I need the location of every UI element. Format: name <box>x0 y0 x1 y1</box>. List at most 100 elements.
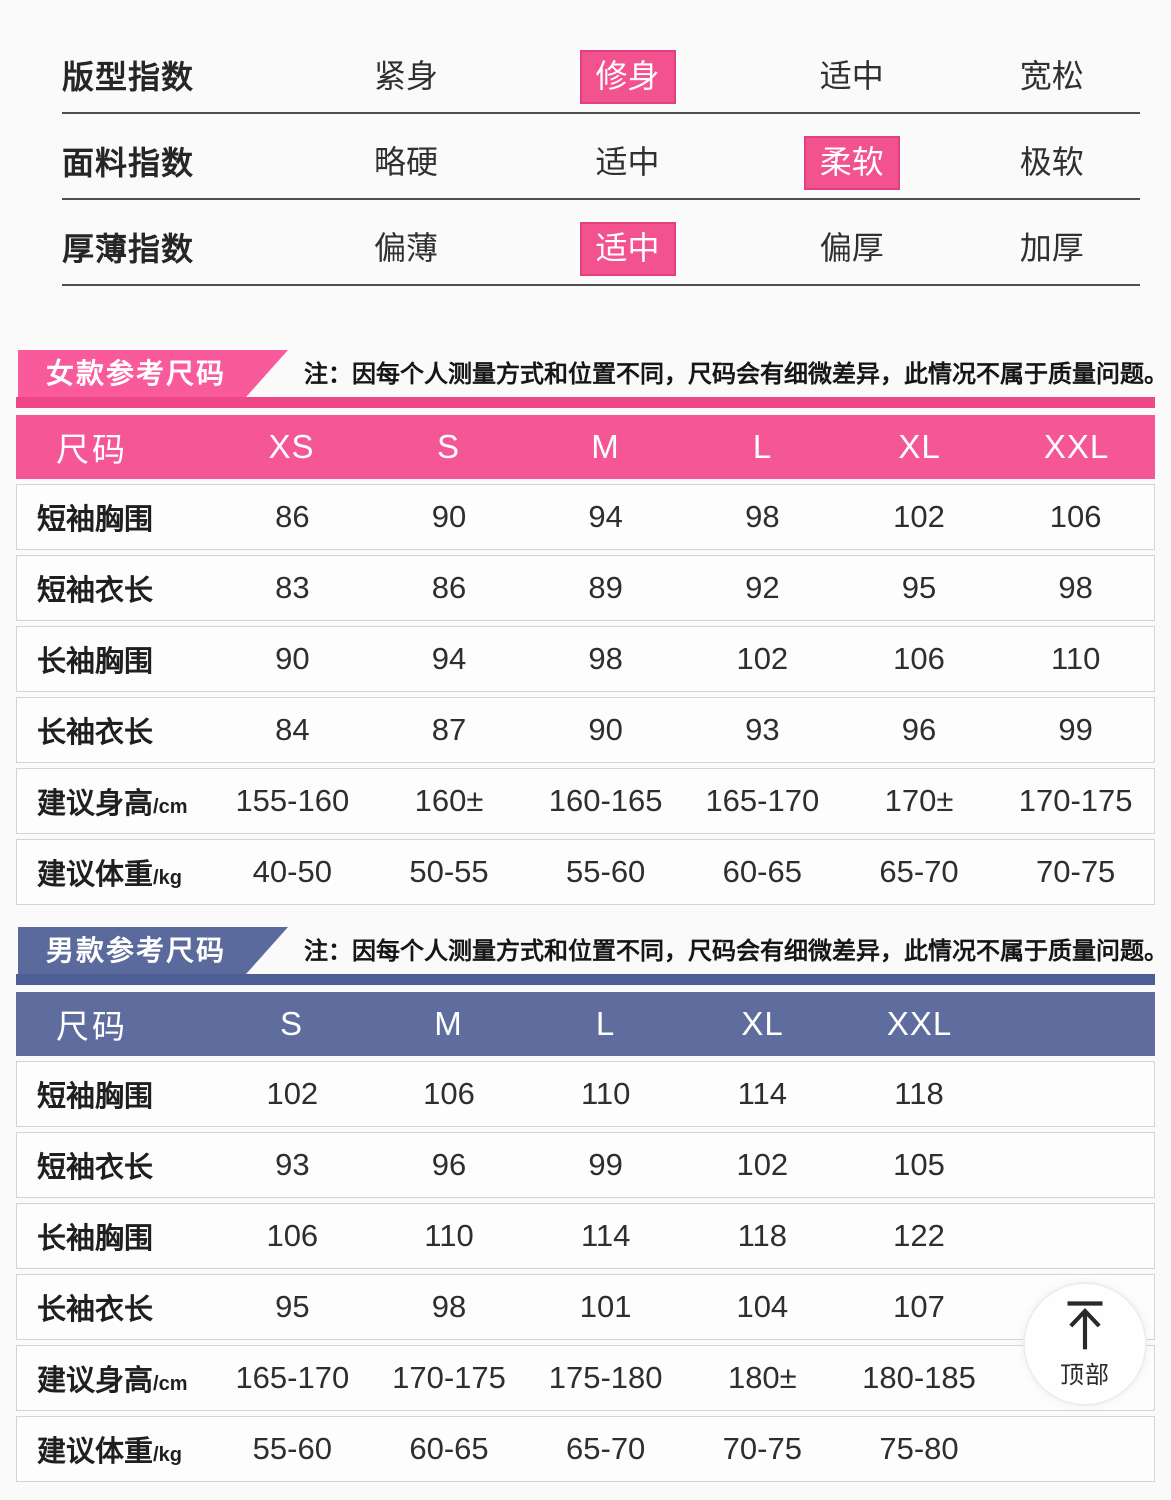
women-divider-strip <box>16 397 1155 408</box>
size-value: 106 <box>423 1076 475 1111</box>
index-option-cell: 偏厚 <box>740 228 963 270</box>
index-option-cell: 加厚 <box>963 228 1140 270</box>
index-option: 偏薄 <box>373 230 438 267</box>
index-option-cell: 柔软 <box>740 136 963 190</box>
size-table-row: 长袖胸围 90 94 98 102 106 110 <box>16 626 1155 692</box>
size-value: 95 <box>275 1289 310 1324</box>
row-label-unit: /cm <box>153 796 188 818</box>
size-table-row: 长袖衣长 84 87 90 93 96 99 <box>16 697 1155 763</box>
size-value: 102 <box>893 499 945 534</box>
size-value: 98 <box>431 1289 467 1324</box>
size-column-header: M <box>434 1005 463 1042</box>
row-label-text: 长袖胸围 <box>37 646 154 678</box>
size-value: 90 <box>588 712 623 747</box>
index-row: 面料指数 略硬 适中 柔软 极软 <box>62 114 1140 200</box>
size-table-row: 短袖衣长 83 86 89 92 95 98 <box>16 555 1155 621</box>
size-value: 92 <box>745 570 780 605</box>
size-value: 180± <box>727 1360 797 1395</box>
index-option-cell: 适中 <box>515 142 740 184</box>
garment-index-section: 版型指数 紧身 修身 适中 宽松 面料指数 略硬 适中 柔软 极软 厚薄指数 偏薄 适中 偏厚 加厚 <box>0 0 1171 286</box>
row-label-text: 短袖衣长 <box>37 1152 154 1184</box>
size-value: 165-170 <box>235 1360 350 1395</box>
size-value: 89 <box>588 570 623 605</box>
size-value: 104 <box>736 1289 789 1324</box>
size-table-row: 建议身高/cm 165-170 170-175 175-180 180± 180-185 <box>16 1345 1155 1411</box>
size-value: 98 <box>745 499 780 534</box>
size-value: 93 <box>745 712 780 747</box>
size-value: 96 <box>431 1147 467 1182</box>
size-value: 114 <box>580 1218 631 1253</box>
index-row-label: 版型指数 <box>62 59 195 95</box>
size-value: 122 <box>893 1218 945 1253</box>
size-value: 70-75 <box>1036 854 1116 889</box>
size-value: 50-55 <box>409 854 489 889</box>
index-row: 厚薄指数 偏薄 适中 偏厚 加厚 <box>62 200 1140 286</box>
size-value: 107 <box>893 1289 945 1324</box>
size-column-header: M <box>591 428 620 465</box>
row-label: 建议身高/cm <box>17 1357 214 1399</box>
women-section-note: 注：因每个人测量方式和位置不同，尺码会有细微差异，此情况不属于质量问题。 <box>304 361 1168 388</box>
size-value: 84 <box>275 712 310 747</box>
index-row-label: 厚薄指数 <box>62 231 195 267</box>
size-table-row: 建议身高/cm 155-160 160± 160-165 165-170 170± 170-… <box>16 768 1155 834</box>
size-value: 102 <box>266 1076 319 1111</box>
row-label-text: 长袖胸围 <box>37 1223 154 1255</box>
row-label: 建议身高/cm <box>17 780 214 822</box>
index-option: 适中 <box>819 58 884 95</box>
size-value: 96 <box>901 712 937 747</box>
row-label-text: 长袖衣长 <box>37 1294 154 1326</box>
index-option: 偏厚 <box>819 230 884 267</box>
men-section-header: 男款参考尺码 注：因每个人测量方式和位置不同，尺码会有细微差异，此情况不属于质量… <box>16 927 1168 974</box>
size-value: 93 <box>275 1147 310 1182</box>
size-column-header: XS <box>268 428 315 465</box>
size-column-header: L <box>752 428 773 465</box>
row-label-text: 建议体重 <box>37 859 154 891</box>
index-option-cell: 略硬 <box>297 142 515 184</box>
size-value: 40-50 <box>252 854 332 889</box>
size-column-header: XXL <box>1043 428 1110 465</box>
size-value: 60-65 <box>722 854 802 889</box>
men-size-table: 尺码 S M L XL XXL 短袖胸围 102 106 110 114 118 短袖衣长 93 96 99 1… <box>16 992 1155 1482</box>
women-section-tab: 女款参考尺码 <box>18 350 288 397</box>
index-option: 适中 <box>595 144 660 181</box>
men-size-section: 男款参考尺码 注：因每个人测量方式和位置不同，尺码会有细微差异，此情况不属于质量… <box>0 927 1171 1482</box>
back-to-top-button[interactable]: 顶部 <box>1023 1282 1147 1406</box>
size-value: 99 <box>588 1147 623 1182</box>
index-option: 略硬 <box>373 144 438 181</box>
size-value: 94 <box>431 641 467 676</box>
row-label: 长袖胸围 <box>17 1215 214 1257</box>
size-value: 55-60 <box>566 854 646 889</box>
size-value: 110 <box>1050 641 1101 676</box>
row-label: 短袖胸围 <box>17 1073 214 1115</box>
size-table-header-row: 尺码 XS S M L XL XXL <box>16 415 1155 479</box>
size-value: 60-65 <box>409 1431 489 1466</box>
row-label-text: 长袖衣长 <box>37 717 154 749</box>
men-section-tab: 男款参考尺码 <box>18 927 288 974</box>
size-value: 94 <box>588 499 623 534</box>
size-column-header: L <box>595 1005 616 1042</box>
size-table-row: 建议体重/kg 55-60 60-65 65-70 70-75 75-80 <box>16 1416 1155 1482</box>
size-table-row: 长袖胸围 106 110 114 118 122 <box>16 1203 1155 1269</box>
size-value: 110 <box>580 1076 631 1111</box>
row-label: 短袖胸围 <box>17 496 214 538</box>
index-option: 宽松 <box>1019 58 1084 95</box>
size-value: 83 <box>275 570 310 605</box>
row-label: 建议体重/kg <box>17 851 214 893</box>
row-label: 长袖衣长 <box>17 709 214 751</box>
index-rows: 版型指数 紧身 修身 适中 宽松 面料指数 略硬 适中 柔软 极软 厚薄指数 偏薄 适中 偏厚 加厚 <box>0 28 1171 286</box>
size-value: 70-75 <box>722 1431 802 1466</box>
row-label-text: 短袖胸围 <box>37 1081 154 1113</box>
men-divider-strip <box>16 974 1155 985</box>
size-table-row: 短袖胸围 102 106 110 114 118 <box>16 1061 1155 1127</box>
index-option-cell: 适中 <box>740 56 963 98</box>
row-label-text: 建议身高 <box>37 788 154 820</box>
index-option-cell: 偏薄 <box>297 228 515 270</box>
row-label-unit: /kg <box>153 867 182 889</box>
index-option-selected: 柔软 <box>803 136 900 190</box>
index-option-cell: 修身 <box>515 50 740 104</box>
size-value: 114 <box>737 1076 788 1111</box>
size-column-header: XL <box>898 428 941 465</box>
men-section-note: 注：因每个人测量方式和位置不同，尺码会有细微差异，此情况不属于质量问题。 <box>304 938 1168 965</box>
row-label-text: 短袖胸围 <box>37 504 154 536</box>
